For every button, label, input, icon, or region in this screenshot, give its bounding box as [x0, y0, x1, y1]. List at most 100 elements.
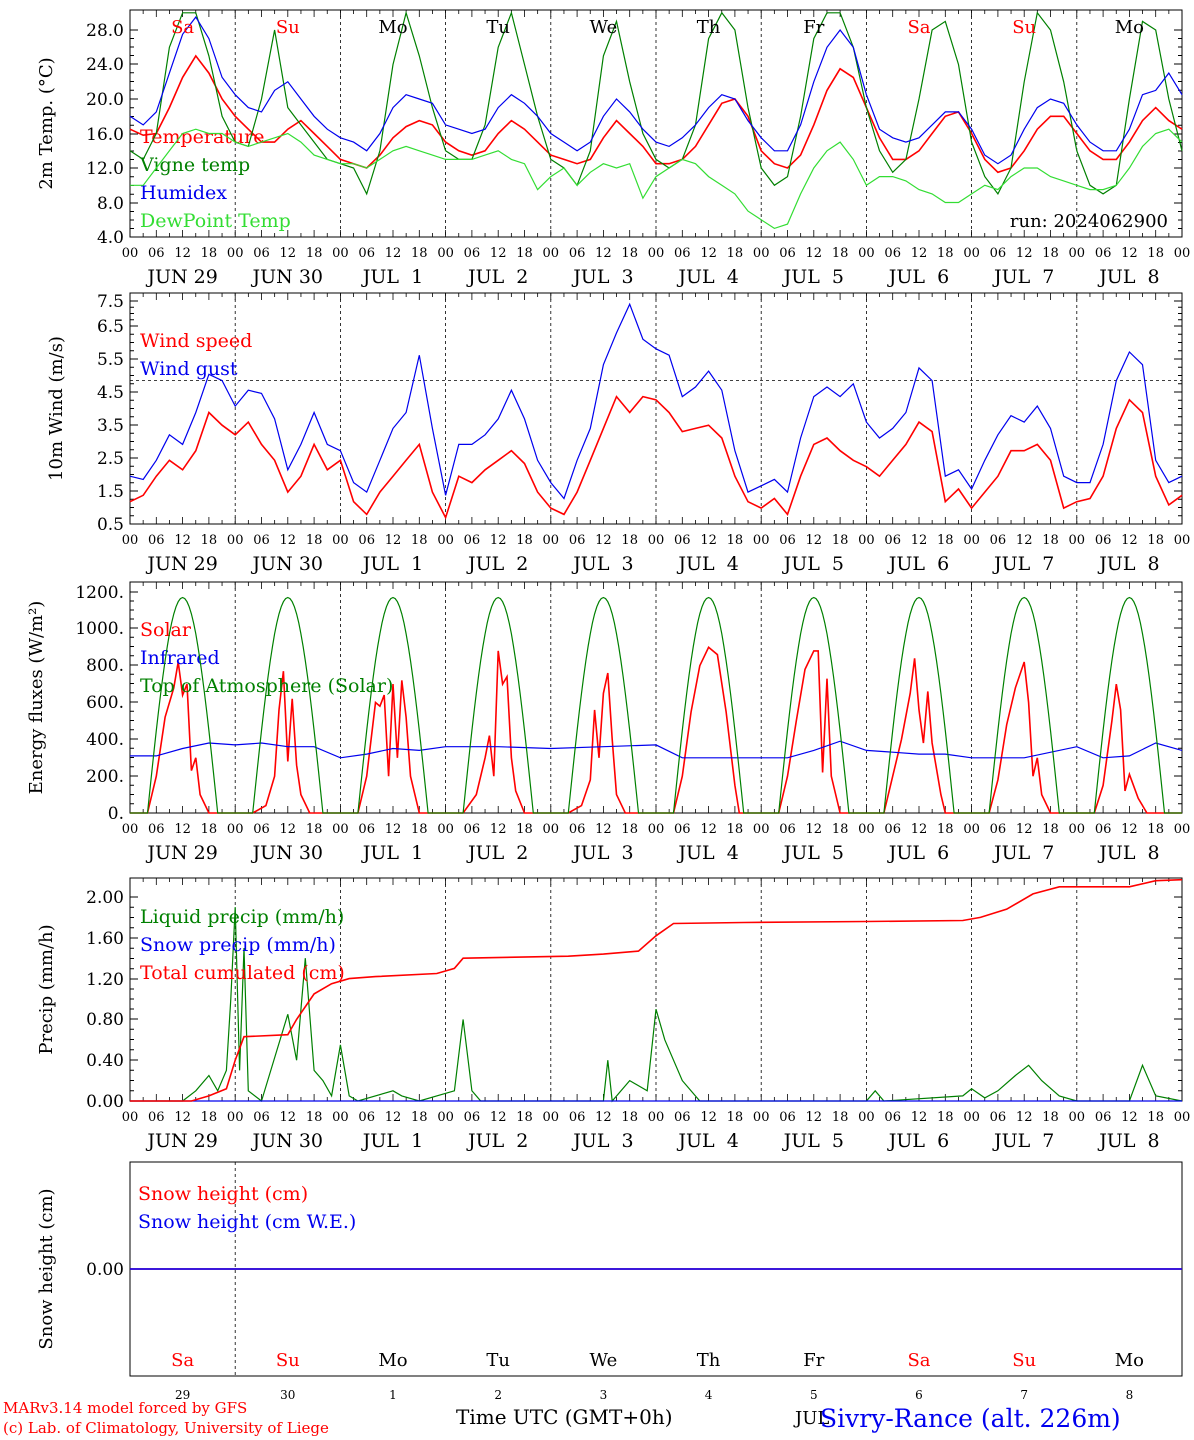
date-label: JUN 30: [251, 1130, 323, 1152]
hour-tick-label: 00: [122, 1110, 139, 1125]
hour-tick-label: 00: [648, 1110, 665, 1125]
hour-tick-label: 00: [858, 246, 875, 261]
y-tick-label: 7.5: [97, 292, 124, 312]
date-label: JUL 6: [887, 1130, 949, 1152]
hour-tick-label: 12: [911, 822, 928, 837]
hour-tick-label: 18: [306, 246, 323, 261]
date-label: JUL 4: [676, 266, 738, 288]
day-number-label: 30: [280, 1388, 295, 1402]
panel-5: 0.00 Snow height (cm) Snow height (cm) Snow…: [36, 1161, 1183, 1402]
hour-tick-label: 18: [1147, 246, 1164, 261]
series-line-1: [129, 302, 1183, 500]
hour-tick-label: 06: [569, 246, 586, 261]
date-label: JUL 1: [361, 1130, 423, 1152]
hour-tick-label: 00: [332, 246, 349, 261]
date-label: JUL 8: [1097, 266, 1159, 288]
y-tick-label: 1.5: [97, 482, 124, 502]
weekday-label: Th: [697, 17, 721, 38]
weekday-label: Sa: [171, 1350, 194, 1371]
y-tick-label: 800.: [86, 656, 124, 676]
date-label: JUL 6: [887, 266, 949, 288]
series-line-3: [130, 128, 1183, 230]
legend-entry: Wind gust: [140, 358, 238, 380]
day-number-label: 3: [600, 1388, 608, 1402]
hour-tick-label: 06: [1095, 822, 1112, 837]
hour-tick-label: 00: [122, 533, 139, 548]
hour-tick-label: 18: [937, 1110, 954, 1125]
hour-tick-label: 12: [1016, 1110, 1033, 1125]
hour-tick-label: 18: [1147, 533, 1164, 548]
footer-group: MARv3.14 model forced by GFS (c) Lab. of…: [3, 1399, 1121, 1437]
y-tick-label: 3.5: [97, 416, 124, 436]
hour-tick-label: 12: [700, 822, 717, 837]
date-label: JUL 6: [887, 553, 949, 575]
hour-tick-label: 18: [832, 1110, 849, 1125]
hour-tick-label: 06: [253, 246, 270, 261]
series-line-0: [130, 907, 1183, 1103]
y-tick-label: 0.: [108, 804, 124, 824]
hour-tick-label: 18: [411, 1110, 428, 1125]
hour-tick-label: 12: [1016, 533, 1033, 548]
hour-tick-label: 00: [437, 533, 454, 548]
hour-tick-label: 18: [516, 822, 533, 837]
hour-tick-label: 06: [358, 1110, 375, 1125]
hour-tick-label: 12: [174, 246, 191, 261]
date-label: JUL 4: [676, 842, 738, 864]
hour-tick-label: 12: [280, 246, 297, 261]
hour-tick-label: 00: [648, 822, 665, 837]
hour-tick-label: 00: [753, 822, 770, 837]
date-label: JUN 30: [251, 553, 323, 575]
date-label: JUL 3: [571, 842, 633, 864]
legend-entry: Liquid precip (mm/h): [140, 906, 344, 928]
hour-tick-label: 06: [1095, 246, 1112, 261]
date-label: JUN 29: [145, 842, 217, 864]
date-label: JUL 8: [1097, 553, 1159, 575]
y-tick-label: 1.60: [86, 929, 124, 949]
hour-tick-label: 06: [990, 246, 1007, 261]
hour-tick-label: 06: [148, 822, 165, 837]
weekday-label: Tu: [486, 17, 510, 38]
x-axis-label: Time UTC (GMT+0h): [456, 1405, 673, 1429]
weekday-label: Mo: [1115, 17, 1144, 38]
hour-tick-label: 00: [1069, 1110, 1086, 1125]
hour-tick-label: 00: [437, 822, 454, 837]
panel-2: 00 06 12 18 00 06 12 18 00 06 12 18 00 06 12 18 00 06 12 18…: [46, 292, 1190, 575]
y-tick-label: 400.: [86, 730, 124, 750]
station-label: Sivry-Rance (alt. 226m): [820, 1404, 1121, 1433]
series-line-2: [129, 16, 1183, 165]
hour-tick-label: 18: [1042, 822, 1059, 837]
hour-tick-label: 12: [595, 533, 612, 548]
hour-tick-label: 00: [332, 533, 349, 548]
hour-tick-label: 12: [1121, 1110, 1138, 1125]
series-line-0: [130, 646, 1182, 814]
hour-tick-label: 12: [1016, 822, 1033, 837]
legend-entry: Top of Atmosphere (Solar): [140, 675, 393, 697]
hour-tick-label: 18: [727, 1110, 744, 1125]
legend-entry: Temperature: [140, 126, 264, 148]
legend-entry: Snow precip (mm/h): [140, 934, 336, 956]
hour-tick-label: 18: [1147, 822, 1164, 837]
hour-tick-label: 18: [1042, 246, 1059, 261]
y-tick-label: 0.40: [86, 1051, 124, 1071]
hour-tick-label: 18: [411, 533, 428, 548]
hour-tick-label: 00: [1174, 1110, 1191, 1125]
hour-tick-label: 18: [306, 533, 323, 548]
date-label: JUL 7: [992, 266, 1054, 288]
day-number-label: 6: [915, 1388, 923, 1402]
weekday-label: Su: [1012, 1350, 1036, 1371]
y-tick-label: 0.00: [86, 1260, 124, 1280]
date-label: JUN 29: [145, 266, 217, 288]
hour-tick-label: 00: [543, 822, 560, 837]
hour-tick-label: 18: [937, 246, 954, 261]
y-axis-label: Snow height (cm): [36, 1188, 57, 1349]
hour-tick-label: 18: [727, 246, 744, 261]
hour-tick-label: 12: [806, 246, 823, 261]
y-tick-label: 4.0: [97, 228, 124, 248]
hour-tick-label: 18: [727, 822, 744, 837]
date-label: JUL 5: [782, 266, 844, 288]
day-number-label: 2: [494, 1388, 502, 1402]
hour-tick-label: 12: [385, 822, 402, 837]
series-line-0: [129, 395, 1183, 520]
hour-tick-label: 12: [174, 1110, 191, 1125]
hour-tick-label: 18: [727, 533, 744, 548]
